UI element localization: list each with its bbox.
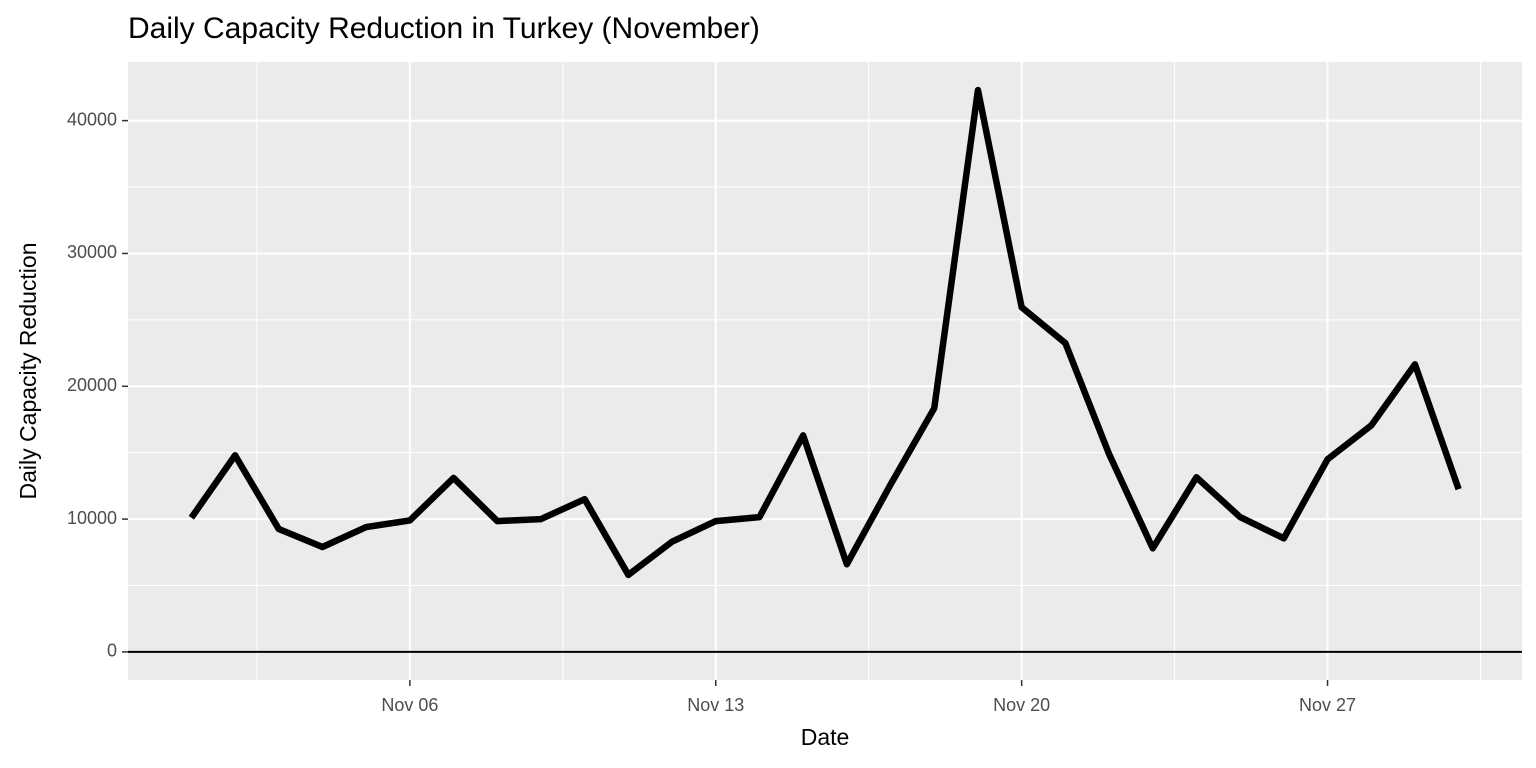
y-tick-label: 10000 — [67, 508, 117, 528]
x-tick-label: Nov 27 — [1299, 695, 1356, 715]
y-tick-label: 20000 — [67, 375, 117, 395]
x-tick-label: Nov 13 — [687, 695, 744, 715]
x-axis-title: Date — [801, 724, 850, 750]
y-tick-label: 30000 — [67, 242, 117, 262]
chart-title: Daily Capacity Reduction in Turkey (Nove… — [128, 12, 760, 45]
x-tick-label: Nov 20 — [993, 695, 1050, 715]
series-line — [188, 86, 1462, 579]
y-tick-label: 0 — [107, 641, 117, 661]
y-axis-title: Daily Capacity Reduction — [15, 243, 41, 500]
panel — [128, 62, 1522, 680]
y-tick-label: 40000 — [67, 109, 117, 129]
x-tick-label: Nov 06 — [381, 695, 438, 715]
